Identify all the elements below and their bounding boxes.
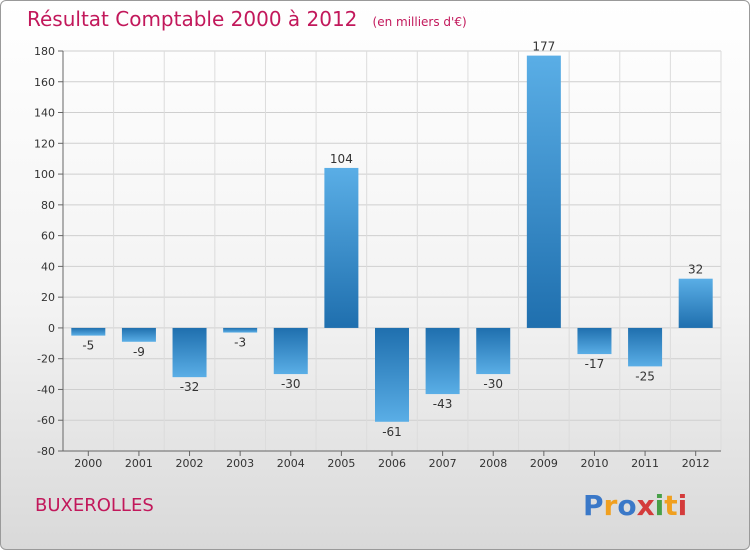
y-tick-label: -40: [37, 383, 55, 396]
bar-value-label: -5: [82, 339, 94, 353]
bar-value-label: 104: [330, 152, 353, 166]
x-tick-label: 2009: [530, 457, 558, 470]
bar-value-label: 32: [688, 263, 703, 277]
title-unit: (en milliers d'€): [372, 15, 467, 29]
bar-2010: [577, 327, 612, 355]
x-tick-label: 2000: [74, 457, 102, 470]
x-tick-label: 2010: [580, 457, 608, 470]
x-tick-label: 2001: [125, 457, 153, 470]
bar-2003: [223, 327, 258, 333]
x-tick-label: 2003: [226, 457, 254, 470]
bar-2005: [324, 167, 359, 328]
y-tick-label: 180: [34, 45, 55, 58]
bar-2001: [121, 327, 156, 342]
y-tick-label: 40: [41, 260, 55, 273]
bar-value-label: -30: [483, 377, 503, 391]
y-tick-label: 60: [41, 230, 55, 243]
x-tick-label: 2008: [479, 457, 507, 470]
bar-2002: [172, 327, 207, 378]
bar-2004: [273, 327, 308, 375]
proxiti-logo: Proxiti: [583, 489, 687, 522]
x-tick-label: 2012: [682, 457, 710, 470]
x-tick-label: 2006: [378, 457, 406, 470]
logo-letter: t: [664, 489, 678, 522]
bar-value-label: -9: [133, 345, 145, 359]
bar-value-label: -32: [180, 380, 200, 394]
bar-value-label: -3: [234, 336, 246, 350]
logo-letter: i: [654, 489, 665, 522]
x-tick-label: 2002: [176, 457, 204, 470]
y-tick-label: 100: [34, 168, 55, 181]
bar-2011: [628, 327, 663, 367]
bar-value-label: -61: [382, 425, 402, 439]
logo-letter: i: [677, 489, 688, 522]
title-text: Résultat Comptable 2000 à 2012: [27, 7, 358, 31]
y-tick-label: 140: [34, 107, 55, 120]
logo-letter: r: [603, 489, 618, 522]
bar-value-label: -17: [585, 357, 605, 371]
bar-value-label: -25: [635, 369, 655, 383]
y-tick-label: -80: [37, 445, 55, 458]
chart-title: Résultat Comptable 2000 à 2012 (en milli…: [27, 7, 467, 31]
bar-2006: [375, 327, 409, 422]
x-tick-label: 2011: [631, 457, 659, 470]
x-tick-label: 2007: [429, 457, 457, 470]
bar-2000: [71, 327, 106, 336]
y-tick-label: 120: [34, 137, 55, 150]
bar-value-label: -30: [281, 377, 301, 391]
bar-value-label: 177: [532, 40, 555, 54]
bar-2012: [678, 278, 713, 328]
bar-value-label: -43: [433, 397, 453, 411]
x-tick-label: 2004: [277, 457, 305, 470]
x-tick-label: 2005: [327, 457, 355, 470]
y-tick-label: 0: [48, 322, 55, 335]
y-tick-label: 80: [41, 199, 55, 212]
y-tick-label: -20: [37, 353, 55, 366]
logo-letter: P: [583, 489, 604, 522]
y-tick-label: 20: [41, 291, 55, 304]
bar-2008: [476, 327, 511, 375]
commune-name: BUXEROLLES: [35, 495, 154, 516]
y-tick-label: 160: [34, 76, 55, 89]
logo-letter: x: [636, 489, 655, 522]
bar-2009: [526, 55, 561, 328]
bar-2007: [425, 327, 460, 395]
logo-letter: o: [617, 489, 637, 522]
y-tick-label: -60: [37, 414, 55, 427]
